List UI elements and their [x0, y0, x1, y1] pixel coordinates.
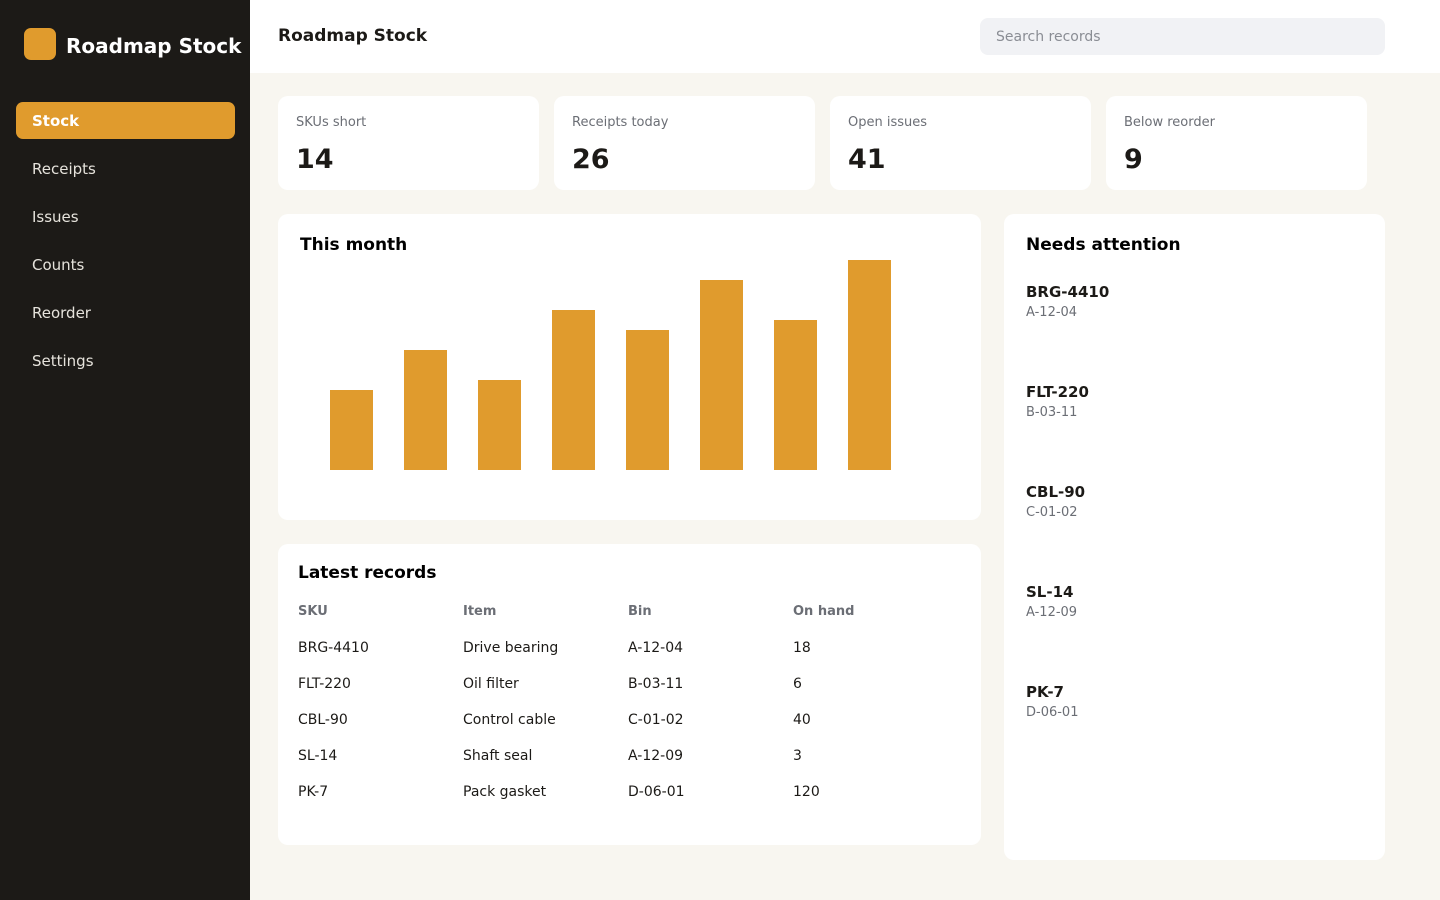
column-header: Item	[463, 604, 497, 619]
kpi-label: Below reorder	[1124, 115, 1215, 130]
bar	[626, 330, 669, 470]
column-header: SKU	[298, 604, 328, 619]
table-cell: 120	[793, 784, 820, 800]
bar	[478, 380, 521, 470]
search-placeholder: Search records	[996, 29, 1101, 45]
table-cell: 40	[793, 712, 811, 728]
nav-item[interactable]: Counts	[32, 256, 85, 274]
table-cell: 18	[793, 640, 811, 656]
table-cell: SL-14	[298, 748, 338, 764]
attention-sku[interactable]: BRG-4410	[1026, 283, 1110, 301]
attention-bin: D-06-01	[1026, 705, 1079, 720]
kpi-value: 14	[296, 144, 334, 175]
table-cell: B-03-11	[628, 676, 684, 692]
kpi-label: SKUs short	[296, 115, 367, 130]
table-card	[278, 544, 981, 845]
table-cell: Control cable	[463, 712, 556, 728]
table-cell: Shaft seal	[463, 748, 533, 764]
attention-sku[interactable]: PK-7	[1026, 683, 1064, 701]
table-cell: 3	[793, 748, 802, 764]
header-title: Roadmap Stock	[278, 26, 428, 46]
table-cell: 6	[793, 676, 802, 692]
column-header: Bin	[628, 604, 652, 619]
kpi-value: 41	[848, 144, 886, 175]
table-cell: D-06-01	[628, 784, 685, 800]
attention-card	[1004, 214, 1385, 860]
table-cell: Oil filter	[463, 676, 519, 692]
attention-title: Needs attention	[1026, 235, 1181, 255]
kpi-value: 9	[1124, 144, 1143, 175]
attention-sku[interactable]: CBL-90	[1026, 483, 1086, 501]
kpi-card	[278, 96, 539, 190]
table-cell: BRG-4410	[298, 640, 369, 656]
nav-item[interactable]: Settings	[32, 352, 94, 370]
attention-bin: A-12-09	[1026, 605, 1078, 620]
bar	[552, 310, 595, 470]
table-cell: PK-7	[298, 784, 329, 800]
kpi-value: 26	[572, 144, 610, 175]
attention-bin: B-03-11	[1026, 405, 1078, 420]
bar	[774, 320, 817, 470]
bar	[404, 350, 447, 470]
attention-sku[interactable]: FLT-220	[1026, 383, 1089, 401]
attention-sku[interactable]: SL-14	[1026, 583, 1074, 601]
sidebar	[0, 0, 250, 900]
table-cell: Pack gasket	[463, 784, 547, 800]
kpi-card	[1106, 96, 1367, 190]
bar	[700, 280, 743, 470]
nav-item[interactable]: Issues	[32, 208, 79, 226]
nav-active-bg[interactable]	[16, 102, 235, 139]
nav-item[interactable]: Receipts	[32, 160, 96, 178]
table-cell: A-12-09	[628, 748, 684, 764]
chart-title: This month	[300, 235, 408, 255]
table-cell: Drive bearing	[463, 640, 559, 656]
column-header: On hand	[793, 604, 855, 619]
bar	[330, 390, 373, 470]
bar-chart	[330, 260, 891, 470]
kpi-label: Receipts today	[572, 115, 669, 130]
search-box[interactable]	[980, 18, 1385, 55]
attention-bin: A-12-04	[1026, 305, 1078, 320]
kpi-card	[554, 96, 815, 190]
table-cell: CBL-90	[298, 712, 348, 728]
kpi-label: Open issues	[848, 115, 928, 130]
table-cell: C-01-02	[628, 712, 684, 728]
nav-item[interactable]: Reorder	[32, 304, 91, 322]
nav-item[interactable]: Stock	[32, 112, 80, 130]
attention-bin: C-01-02	[1026, 505, 1078, 520]
table-title: Latest records	[298, 563, 437, 583]
brand: Roadmap Stock	[66, 34, 242, 58]
bar	[848, 260, 891, 470]
table-cell: FLT-220	[298, 676, 351, 692]
kpi-card	[830, 96, 1091, 190]
table-cell: A-12-04	[628, 640, 684, 656]
logo	[24, 28, 56, 60]
